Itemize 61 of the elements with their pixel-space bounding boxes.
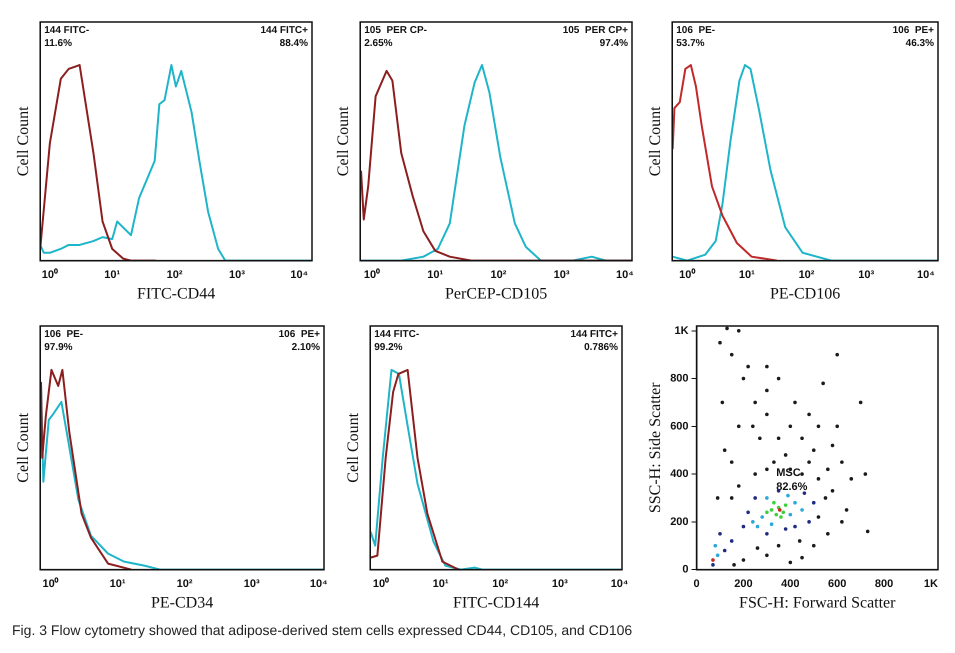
text: 106 PE- 53.7% [676, 24, 716, 49]
x-tick-label: 10¹ [738, 269, 756, 282]
text: 144 FITC- 11.6% [44, 24, 90, 49]
y-tick-label: 400 [670, 468, 689, 480]
x-tick-label: 10¹ [110, 578, 126, 590]
y-axis-title: Cell Count [14, 106, 32, 176]
x-tick-label: 10⁰ [42, 268, 58, 282]
x-tick-label: 10² [176, 578, 193, 590]
x-tick-label: 10³ [554, 269, 570, 282]
x-axis-title: FITC-CD44 [136, 286, 216, 303]
x-tick-label: 10² [490, 269, 507, 282]
x-tick-label: 10³ [858, 269, 874, 282]
text: 106 PE- 97.9% [44, 328, 84, 353]
text: 106 PE+ 2.10% [278, 328, 320, 353]
x-tick-label: 200 [734, 578, 753, 590]
x-axis-title: PerCEP-CD105 [444, 286, 548, 303]
x-tick-label: 10³ [552, 578, 568, 590]
y-tick-label: 600 [670, 420, 689, 432]
x-tick-label: 10³ [228, 269, 246, 282]
y-tick-label: 200 [670, 516, 689, 528]
x-tick-label: 10¹ [432, 578, 449, 590]
x-tick-label: 10⁴ [610, 578, 628, 590]
x-tick-label: 10¹ [104, 269, 120, 282]
x-tick-label: 800 [874, 578, 894, 590]
x-axis-title: FITC-CD144 [452, 594, 540, 612]
y-tick-label: 1K [674, 324, 689, 337]
y-axis-title: SSC-H: Side Scatter [646, 382, 664, 514]
x-tick-label: 10⁰ [372, 577, 390, 590]
x-axis-title: PE-CD34 [150, 594, 214, 612]
y-tick-label: 800 [670, 372, 689, 385]
y-axis-title: Cell Count [344, 412, 362, 483]
x-tick-label: 10⁴ [310, 578, 328, 590]
x-tick-label: 1K [924, 578, 938, 590]
x-tick-label: 0 [693, 578, 700, 590]
y-axis-title: Cell Count [334, 106, 352, 176]
x-tick-label: 10⁴ [616, 269, 634, 282]
y-tick-label: 0 [682, 564, 689, 576]
x-tick-label: 10² [798, 269, 815, 282]
x-axis-title: PE-CD106 [770, 286, 840, 303]
x-tick-label: 10⁴ [916, 269, 935, 282]
x-tick-label: 400 [781, 578, 800, 590]
text: 105 PER CP- 2.65% [364, 24, 428, 49]
x-tick-label: 10² [166, 269, 183, 282]
x-tick-label: 10² [492, 578, 509, 590]
x-tick-label: 10³ [244, 578, 260, 590]
x-tick-label: 600 [828, 578, 846, 590]
x-tick-label: 10⁴ [290, 269, 308, 282]
x-tick-label: 10⁰ [42, 577, 59, 590]
text: 144 FITC- 99.2% [374, 328, 420, 353]
x-tick-label: 10¹ [427, 269, 444, 282]
x-tick-label: 10⁰ [679, 268, 696, 282]
y-axis-title: Cell Count [14, 412, 32, 483]
text: 144 FITC+ 88.4% [260, 24, 308, 49]
x-axis-title: FSC-H: Forward Scatter [739, 594, 896, 612]
y-axis-title: Cell Count [646, 106, 664, 176]
caption: Fig. 3 Flow cytometry showed that adipose-derived stem cells expressed CD44, CD105, and CD106 [12, 622, 632, 638]
text: 106 PE+ 46.3% [892, 24, 934, 49]
annotation: MSC 82.6% [776, 466, 808, 493]
text: 144 FITC+ 0.786% [570, 328, 618, 353]
text: 105 PER CP+ 97.4% [562, 24, 628, 49]
x-tick-label: 10⁰ [364, 268, 380, 282]
